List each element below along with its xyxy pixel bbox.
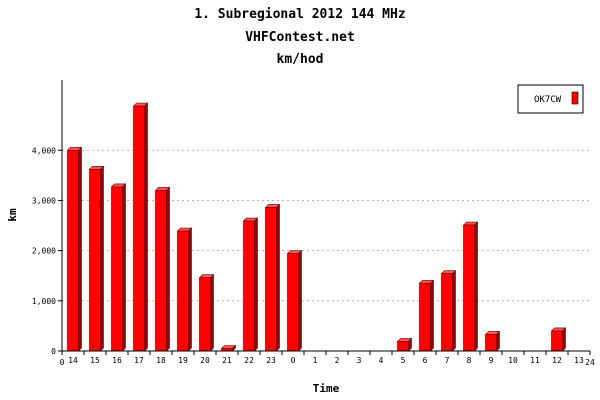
bar-side-face [276,203,280,352]
y-tick-label: 1,000 [32,297,56,306]
bar-side-face [496,330,500,352]
bar-side-face [298,249,302,352]
y-axis-title: km [6,208,19,222]
bar [242,217,259,352]
x-tick-label: 17 [134,356,144,365]
bar-front-face [265,207,277,352]
bar-side-face [100,165,104,352]
chart-subtitle: VHFContest.net [245,30,355,45]
bar [440,269,457,352]
bar-front-face [177,230,189,352]
bar [132,102,149,352]
bar [220,344,237,352]
x-tick-label: 6 [423,356,428,365]
bar [396,337,413,352]
chart-title: 1. Subregional 2012 144 MHz [194,7,405,22]
x-tick-label: 22 [244,356,254,365]
bar-side-face [188,227,192,352]
bar-side-face [430,279,434,352]
x-tick-label: 20 [200,356,210,365]
legend-label: OK7CW [534,95,562,105]
bar-side-face [122,183,126,352]
bar-front-face [419,282,431,352]
bar-side-face [210,274,214,352]
x-tick-label: 9 [489,356,494,365]
x-tick-label: 2 [335,356,340,365]
grid-lines [62,149,590,302]
x-tick-label: 10 [508,356,518,365]
bar-side-face [452,269,456,352]
y-axis-ticks: 0 1,000 2,000 3,000 4,000 [32,146,62,356]
bars [66,102,567,352]
bar [550,327,567,352]
x-tick-label: 0 [291,356,296,365]
bar-front-face [155,190,167,352]
bar [286,249,303,352]
bar-side-face [474,221,478,352]
bar-front-face [551,330,563,352]
legend: OK7CW [517,84,584,114]
bar [198,274,215,352]
bar [88,165,105,352]
bar [264,203,281,352]
x-axis-title: Time [313,382,340,395]
x-tick-label: 4 [379,356,384,365]
bar-side-face [254,217,258,352]
x-axis-start-label: 0 [60,358,65,367]
x-tick-label: 15 [90,356,100,365]
x-axis-end-label: 24 [585,358,595,367]
y-tick-label: 0 [51,347,56,356]
x-tick-label: 18 [156,356,166,365]
x-tick-label: 1 [313,356,318,365]
x-tick-label: 21 [222,356,232,365]
bar-front-face [485,334,497,352]
bar [176,227,193,352]
bar-front-face [243,220,255,352]
bar [110,183,127,352]
bar-front-face [287,253,299,352]
x-tick-label: 19 [178,356,188,365]
x-tick-label: 7 [445,356,450,365]
x-tick-label: 13 [574,356,584,365]
bar-front-face [89,169,101,352]
bar [418,279,435,352]
legend-swatch [571,91,579,105]
bar-side-face [166,186,170,352]
bar-front-face [397,341,409,352]
bar-front-face [441,273,453,352]
bar [66,146,83,352]
bar-side-face [78,146,82,352]
bar [484,330,501,352]
y-tick-label: 3,000 [32,196,56,205]
x-tick-label: 14 [68,356,78,365]
bar-side-face [144,102,148,352]
x-tick-label: 12 [552,356,562,365]
bar-front-face [67,149,79,352]
bar-side-face [562,327,566,352]
x-tick-label: 11 [530,356,540,365]
bar [462,221,479,352]
bar [154,186,171,352]
bar-front-face [133,105,145,352]
bar-front-face [199,277,211,352]
x-tick-label: 16 [112,356,122,365]
chart-unit-subtitle: km/hod [277,52,324,67]
x-tick-label: 3 [357,356,362,365]
y-tick-label: 4,000 [32,146,56,155]
bar-front-face [111,186,123,352]
y-tick-label: 2,000 [32,247,56,256]
x-tick-label: 8 [467,356,472,365]
x-tick-label: 5 [401,356,406,365]
x-tick-label: 23 [266,356,276,365]
bar-front-face [463,224,475,352]
x-axis-ticks: 14 15 16 17 18 19 20 21 22 23 0 1 2 3 4 5 6 7 8 9 10 11 12 13 [61,351,591,365]
